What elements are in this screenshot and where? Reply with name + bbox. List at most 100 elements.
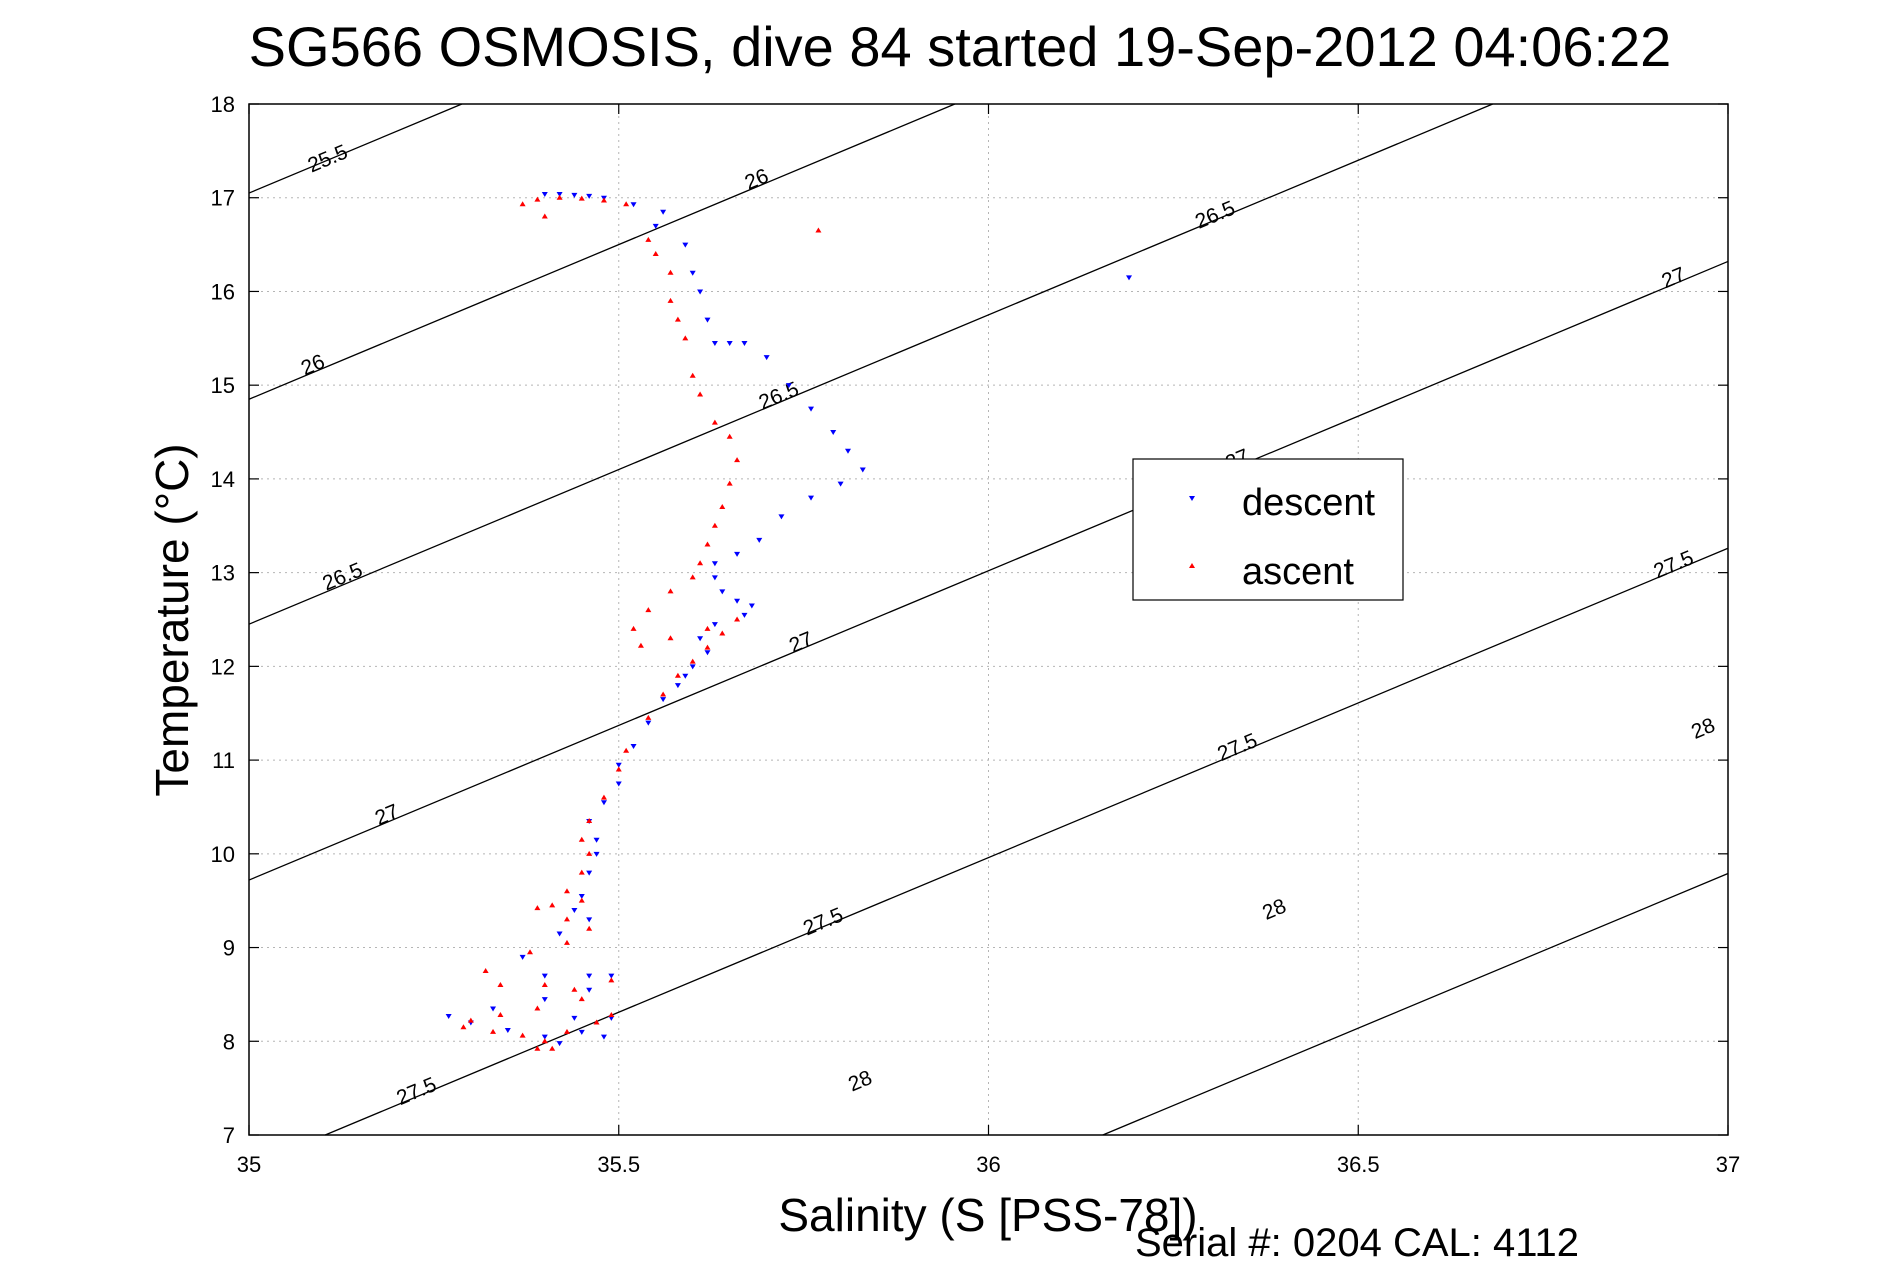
descent-point: [711, 575, 718, 581]
chart-title: SG566 OSMOSIS, dive 84 started 19-Sep-20…: [249, 15, 1672, 78]
descent-point: [859, 467, 866, 473]
ascent-point: [645, 236, 652, 242]
ascent-point: [660, 691, 667, 697]
x-tick-label: 37: [1716, 1152, 1740, 1177]
ascent-point: [667, 635, 674, 641]
ascent-point: [586, 818, 593, 824]
ascent-point: [674, 672, 681, 678]
density-contour-label: 25.5: [305, 140, 352, 177]
ascent-point: [586, 925, 593, 931]
descent-point: [741, 341, 748, 347]
x-tick-label: 35.5: [597, 1152, 640, 1177]
ascent-point: [682, 335, 689, 341]
descent-point: [689, 270, 696, 276]
ascent-point: [490, 1028, 497, 1034]
ascent-point: [600, 794, 607, 800]
ascent-point: [704, 541, 711, 547]
y-tick-label: 7: [223, 1123, 235, 1148]
serial-cal-annotation: Serial #: 0204 CAL: 4112: [1135, 1221, 1579, 1262]
ascent-point: [497, 1012, 504, 1018]
density-contour-label: 26.5: [756, 378, 803, 415]
ascent-point: [571, 986, 578, 992]
descent-point: [778, 514, 785, 520]
y-tick-label: 16: [211, 279, 235, 304]
x-tick-label: 36.5: [1337, 1152, 1380, 1177]
ascent-point: [563, 888, 570, 894]
axis-ticks: 35 35.5 36 36.5 37 7 8 9 10 11 12 13 14 15 16 17 18: [211, 92, 1741, 1177]
density-contour-label: 27.5: [1214, 729, 1261, 766]
density-contour-label: 27: [372, 800, 402, 830]
ascent-point: [815, 227, 822, 233]
ascent-point: [711, 419, 718, 425]
ascent-point: [667, 297, 674, 303]
ascent-point: [534, 1005, 541, 1011]
data-series: [445, 191, 1133, 1051]
descent-point: [785, 383, 792, 389]
ascent-point: [578, 836, 585, 842]
ascent-point: [460, 1024, 467, 1030]
descent-point: [593, 851, 600, 857]
ascent-point: [667, 588, 674, 594]
ascent-point: [645, 607, 652, 613]
x-tick-label: 35: [237, 1152, 261, 1177]
descent-point: [586, 870, 593, 876]
density-contour-line: [324, 547, 1729, 1136]
descent-point: [697, 289, 704, 295]
ascent-point: [637, 642, 644, 648]
descent-point: [586, 193, 593, 199]
ascent-point: [689, 658, 696, 664]
descent-point: [748, 603, 755, 609]
descent-point: [571, 192, 578, 198]
descent-point: [682, 242, 689, 248]
density-contour-label: 27.5: [393, 1073, 440, 1110]
descent-point: [578, 1029, 585, 1035]
descent-point: [711, 341, 718, 347]
ascent-point: [608, 1012, 615, 1018]
ascent-point: [534, 905, 541, 911]
descent-point: [608, 1015, 615, 1021]
descent-point: [541, 1034, 548, 1040]
descent-point: [652, 223, 659, 229]
descent-point: [600, 800, 607, 806]
x-tick-label: 36: [976, 1152, 1000, 1177]
ascent-point: [586, 850, 593, 856]
ascent-point: [563, 916, 570, 922]
descent-point: [726, 341, 733, 347]
descent-point: [630, 202, 637, 208]
descent-point: [734, 598, 741, 604]
ascent-point: [667, 269, 674, 275]
y-tick-label: 12: [211, 654, 235, 679]
legend-label-ascent: ascent: [1242, 551, 1354, 593]
y-tick-label: 14: [211, 467, 235, 492]
descent-point: [830, 430, 837, 436]
ascent-point: [704, 625, 711, 631]
legend: descent ascent: [1132, 458, 1404, 601]
density-contour-line: [248, 103, 1493, 625]
ascent-point: [578, 996, 585, 1002]
y-tick-label: 15: [211, 373, 235, 398]
ascent-point: [719, 630, 726, 636]
descent-point: [541, 191, 548, 197]
descent-point: [704, 317, 711, 323]
ascent-point: [704, 644, 711, 650]
ascent-point: [623, 747, 630, 753]
ascent-point: [600, 197, 607, 203]
descent-point: [608, 973, 615, 979]
y-axis-label: Temperature (°C): [146, 443, 198, 796]
ascent-point: [578, 869, 585, 875]
descent-point: [541, 997, 548, 1003]
ascent-point: [734, 616, 741, 622]
ascent-point: [534, 1045, 541, 1051]
legend-marker-ascent: [1189, 563, 1195, 568]
x-axis-label: Salinity (S [PSS-78]): [778, 1189, 1197, 1241]
descent-point: [600, 1034, 607, 1040]
ascent-point: [541, 1038, 548, 1044]
y-tick-label: 8: [223, 1029, 235, 1054]
ascent-point: [652, 250, 659, 256]
ascent-point: [630, 625, 637, 631]
descent-point: [697, 636, 704, 642]
ascent-point: [519, 1032, 526, 1038]
descent-point: [682, 673, 689, 679]
ascent-point: [556, 194, 563, 200]
legend-marker-descent: [1189, 496, 1195, 501]
